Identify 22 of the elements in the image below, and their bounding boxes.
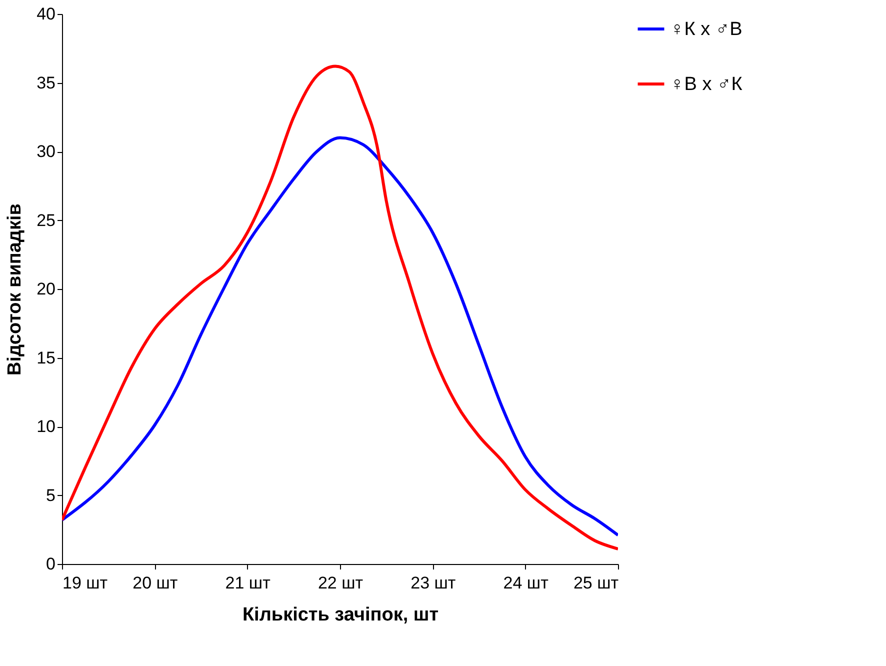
y-tick-label: 25 — [36, 210, 56, 230]
y-tick-label: 15 — [36, 348, 56, 368]
x-tick-label: 21 шт — [225, 574, 271, 592]
x-tick-label: 19 шт — [62, 574, 108, 592]
y-tick-label: 35 — [36, 73, 56, 92]
line-series — [62, 64, 618, 550]
x-tick-label: 23 шт — [410, 574, 456, 592]
x-tick-label: 25 шт — [573, 574, 619, 592]
x-tick-label: 20 шт — [132, 574, 178, 592]
legend-label: ♀В x ♂К — [670, 74, 742, 95]
y-tick-label: 0 — [46, 554, 56, 574]
x-axis-title: Кількість зачіпок, шт — [242, 604, 439, 626]
legend-label: ♀К x ♂В — [670, 19, 742, 40]
y-tick-label: 10 — [36, 417, 56, 436]
x-tick-label: 22 шт — [318, 574, 364, 592]
y-tick-label: 20 — [36, 280, 56, 298]
x-tick-label: 24 шт — [503, 574, 549, 592]
y-axis-title: Відсоток випадків — [4, 204, 26, 376]
y-tick-label: 5 — [46, 486, 56, 505]
line-series — [62, 136, 618, 537]
y-tick-label: 30 — [36, 142, 56, 161]
y-tick-label: 40 — [36, 4, 56, 24]
